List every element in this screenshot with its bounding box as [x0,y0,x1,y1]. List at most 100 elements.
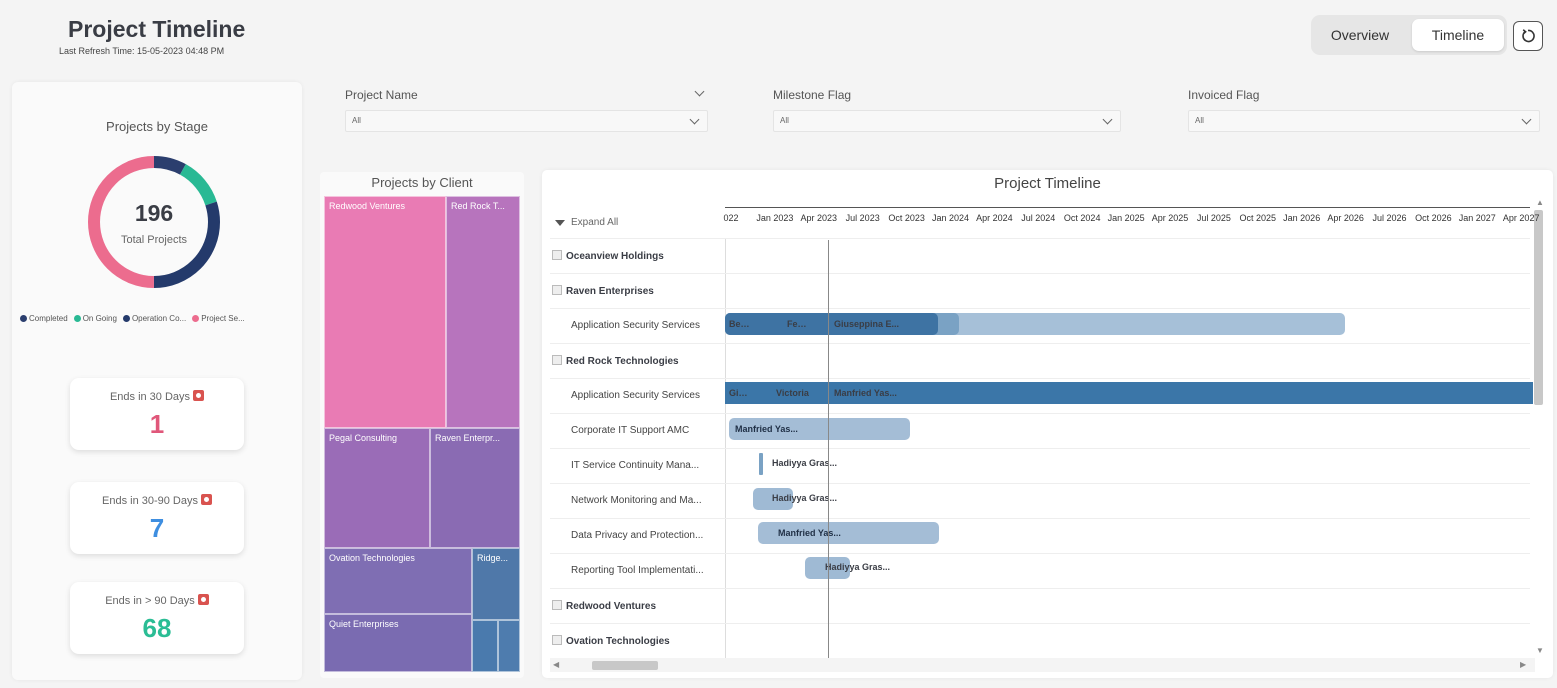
gantt-bar[interactable] [805,557,850,579]
scroll-down-icon[interactable]: ▼ [1536,646,1544,655]
row-checkbox[interactable] [552,285,562,295]
page-title: Project Timeline [68,16,246,42]
scroll-right-icon[interactable]: ▶ [1520,660,1527,669]
gantt-bar[interactable] [753,488,793,510]
kpi-label: Ends in 30 Days [70,390,244,403]
kpi-label: Ends in 30-90 Days [70,494,244,507]
timeline-row-project[interactable]: Reporting Tool Implementati... [571,565,704,576]
gantt-bar-label: Hadiyya Gras... [772,458,838,468]
timeline-row-project[interactable]: Network Monitoring and Ma... [571,495,702,506]
treemap-cell[interactable]: Redwood Ventures [324,196,446,428]
timeline-row-client[interactable]: Raven Enterprises [552,285,654,297]
scroll-left-icon[interactable]: ◀ [553,660,560,669]
treemap-cell[interactable] [498,620,520,672]
gantt-bar[interactable]: Manfried Yas... [729,418,910,440]
legend-item-on-going[interactable]: On Going [73,314,117,323]
row-divider [550,623,1530,624]
timeline-row-client[interactable]: Oceanview Holdings [552,250,664,262]
timeline-tick-label: Apr 2025 [1151,213,1189,223]
timeline-tick-label: Jan 2026 [1283,213,1321,223]
timeline-tick-label: Jan 2024 [931,213,970,223]
row-divider [550,378,1530,379]
row-divider [550,448,1530,449]
row-label-text: Red Rock Technologies [566,356,679,367]
timeline-axis [725,207,1530,208]
vertical-scroll-thumb[interactable] [1534,210,1543,405]
treemap-title: Projects by Client [371,175,473,190]
total-projects-label: Total Projects [120,234,188,246]
alarm-clock-icon [197,594,209,605]
expand-all-label: Expand All [571,217,619,228]
milestone-flag-dropdown[interactable]: All [773,110,1121,132]
donut-slice-2[interactable] [88,156,220,288]
overview-tab[interactable]: Overview [1330,27,1390,43]
expand-all-button[interactable]: Expand All [555,217,618,228]
timeline-title: Project Timeline [994,175,1101,192]
kpi-value: 1 [149,409,165,439]
chevron-down-icon [1102,114,1113,125]
treemap-cell[interactable]: Quiet Enterprises [324,614,472,672]
treemap-cell[interactable] [472,620,498,672]
timeline-row-project[interactable]: Corporate IT Support AMC [571,425,690,436]
timeline-row-client[interactable]: Red Rock Technologies [552,355,679,367]
row-label-text: Raven Enterprises [566,286,654,297]
gantt-bar-label: Manfried Yas... [834,388,897,398]
timeline-tick-label: Oct 2025 [1239,213,1277,223]
timeline-tick-label: Jul 2023 [845,213,880,223]
row-divider [550,273,1530,274]
project-name-dropdown[interactable]: All [345,110,708,132]
timeline-tick-label: Oct 2024 [1063,213,1101,223]
legend-item-completed[interactable]: Completed [20,314,68,323]
timeline-tick-label: Oct 2023 [888,213,925,223]
legend-item-project-se[interactable]: Project Se... [192,314,245,323]
gantt-bar[interactable] [725,313,938,335]
gantt-bar[interactable]: Manfried Yas... [758,522,939,544]
projects-by-stage-donut [88,156,220,288]
treemap-cell[interactable]: Red Rock T... [446,196,520,428]
row-checkbox[interactable] [552,355,562,365]
gantt-bar[interactable] [725,382,1533,404]
dropdown-value: All [352,116,361,125]
gantt-bar[interactable] [759,453,763,475]
legend-dot [20,315,27,322]
invoiced-flag-dropdown[interactable]: All [1188,110,1540,132]
row-divider [550,343,1530,344]
donut-slice-3[interactable] [88,156,220,288]
horizontal-scrollbar[interactable] [550,658,1535,672]
timeline-tick-label: 022 [723,213,739,223]
treemap-cell[interactable]: Ovation Technologies [324,548,472,614]
alarm-clock-icon [201,494,212,505]
total-projects-value: 196 [134,200,174,226]
filter-label: Project Name [345,88,418,102]
row-checkbox[interactable] [552,635,562,645]
row-divider [550,413,1530,414]
treemap-cell[interactable]: Raven Enterpr... [430,428,520,548]
filter-project-name: Project Name All [345,86,708,132]
timeline-tick-label: Apr 2027 [1502,213,1540,223]
row-label-text: Ovation Technologies [566,636,670,647]
timeline-tick-label: Apr 2026 [1327,213,1364,223]
legend-dot [122,315,130,322]
legend-dot [73,315,81,322]
timeline-row-project[interactable]: Application Security Services [571,390,700,401]
timeline-row-project[interactable]: IT Service Continuity Mana... [571,460,700,471]
kpi-label-text: Ends in > 90 Days [105,595,195,607]
timeline-tick-label: Jul 2024 [1021,213,1056,223]
row-checkbox[interactable] [552,600,562,610]
timeline-tab[interactable]: Timeline [1412,19,1504,51]
timeline-row-project[interactable]: Data Privacy and Protection... [571,530,704,541]
reset-button[interactable] [1513,21,1543,51]
timeline-tick-label: Oct 2026 [1415,213,1452,223]
reset-icon [1522,29,1535,43]
row-checkbox[interactable] [552,250,562,260]
stage-panel: Projects by Stage 196 Total Projects Com… [12,82,302,680]
treemap-cell[interactable]: Ridge... [472,548,520,620]
timeline-row-client[interactable]: Redwood Ventures [552,600,656,612]
gantt-bar-label: Victoria [776,388,809,398]
horizontal-scroll-thumb[interactable] [592,661,658,670]
treemap-cell[interactable]: Pegal Consulting [324,428,430,548]
legend-item-operation[interactable]: Operation Co... [122,314,186,323]
timeline-row-client[interactable]: Ovation Technologies [552,635,670,647]
timeline-row-project[interactable]: Application Security Services [571,320,700,331]
scroll-up-icon[interactable]: ▲ [1536,198,1544,207]
